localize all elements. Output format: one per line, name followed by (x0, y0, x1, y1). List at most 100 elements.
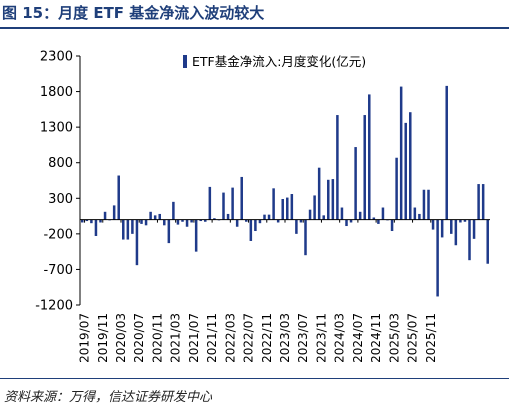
x-tick-label: 2021/11 (205, 313, 219, 363)
bar (231, 187, 234, 220)
bar (81, 219, 84, 223)
bar (167, 219, 171, 244)
x-tick-label: 2024/11 (369, 313, 383, 363)
x-tick-label: 2024/03 (333, 313, 347, 363)
x-axis: 2019/07 2019/11 2020/03 2020/07 2020/11 2021/… (78, 219, 490, 363)
bar-series (81, 85, 489, 297)
x-tick-label: 2025/07 (406, 313, 420, 363)
x-tick-label: 2019/07 (78, 313, 92, 363)
bar (427, 189, 430, 220)
x-tick-label: 2023/11 (314, 313, 328, 363)
bar (131, 219, 134, 234)
bar (245, 219, 248, 222)
bar (459, 219, 462, 223)
bar (377, 219, 380, 224)
bar (372, 217, 376, 220)
bar (181, 219, 184, 222)
bar (122, 219, 125, 240)
bar (267, 214, 271, 220)
y-axis: -1200 -700 -200 300 800 1300 1800 2300 (35, 50, 81, 314)
x-tick-label: 2022/11 (260, 313, 274, 363)
x-tick-label: 2022/03 (223, 313, 237, 363)
bar (304, 219, 307, 256)
legend-swatch (183, 55, 187, 68)
bar (249, 219, 253, 241)
bar (144, 219, 148, 226)
bar (436, 219, 439, 297)
x-tick-label: 2020/03 (114, 313, 128, 363)
y-tick-label: -700 (43, 263, 73, 278)
title-rule (0, 27, 509, 29)
bar (454, 219, 458, 246)
y-tick-label: 300 (48, 192, 73, 207)
bar (468, 219, 471, 261)
bar (418, 213, 421, 220)
bar (213, 218, 216, 220)
x-tick-label: 2021/03 (169, 313, 183, 363)
bar (258, 219, 262, 224)
bar (158, 213, 161, 220)
bar (336, 115, 339, 220)
bar (126, 219, 130, 240)
bar (254, 219, 257, 232)
bar (340, 207, 344, 220)
bar (140, 219, 143, 224)
bar (450, 219, 453, 234)
figure-title: 图 15：月度 ETF 基金净流入波动较大 (2, 4, 265, 22)
bar (103, 211, 107, 220)
source-rule (0, 378, 509, 379)
legend-label: ETF基金净流入:月度变化(亿元) (192, 54, 366, 69)
y-tick-label: 800 (48, 156, 73, 171)
x-tick-label: 2025/11 (424, 313, 438, 363)
bar (172, 201, 175, 220)
x-tick-label: 2020/07 (132, 313, 146, 363)
bar (354, 147, 357, 220)
x-tick-label: 2023/07 (296, 313, 310, 363)
bar (368, 94, 371, 220)
bar (317, 167, 321, 220)
y-tick-label: -1200 (35, 299, 73, 314)
bar (135, 219, 139, 266)
x-tick-label: 2025/03 (387, 313, 401, 363)
bar (153, 215, 157, 220)
x-tick-label: 2023/03 (278, 313, 292, 363)
y-tick-label: 1800 (40, 85, 73, 100)
bar (413, 207, 417, 220)
bar (240, 176, 243, 220)
x-tick-label: 2022/07 (242, 313, 256, 363)
bar (431, 219, 435, 230)
bar (445, 85, 448, 220)
bar (117, 175, 120, 220)
bar (281, 199, 284, 220)
bar (222, 192, 225, 220)
bar (331, 179, 335, 220)
bar (477, 184, 480, 220)
x-tick-label: 2019/11 (96, 313, 110, 363)
bar (204, 219, 207, 222)
legend: ETF基金净流入:月度变化(亿元) (183, 54, 366, 69)
bar (345, 219, 348, 227)
bar (390, 219, 394, 232)
bar (299, 219, 303, 223)
bar (399, 86, 403, 220)
bar (472, 219, 476, 239)
bar (263, 214, 266, 220)
bar (99, 219, 102, 223)
bar (327, 179, 330, 220)
bar (381, 207, 385, 220)
bar (322, 215, 325, 220)
bar (313, 195, 316, 220)
bar (149, 211, 152, 220)
bar (409, 112, 412, 220)
bar (208, 186, 212, 220)
bar (290, 194, 294, 220)
bar (176, 219, 180, 225)
bar (194, 219, 198, 252)
bar (286, 197, 289, 220)
bar (363, 115, 366, 220)
bar (404, 122, 407, 220)
bar (94, 219, 98, 236)
x-tick-label: 2021/07 (187, 313, 201, 363)
bar (308, 209, 312, 220)
